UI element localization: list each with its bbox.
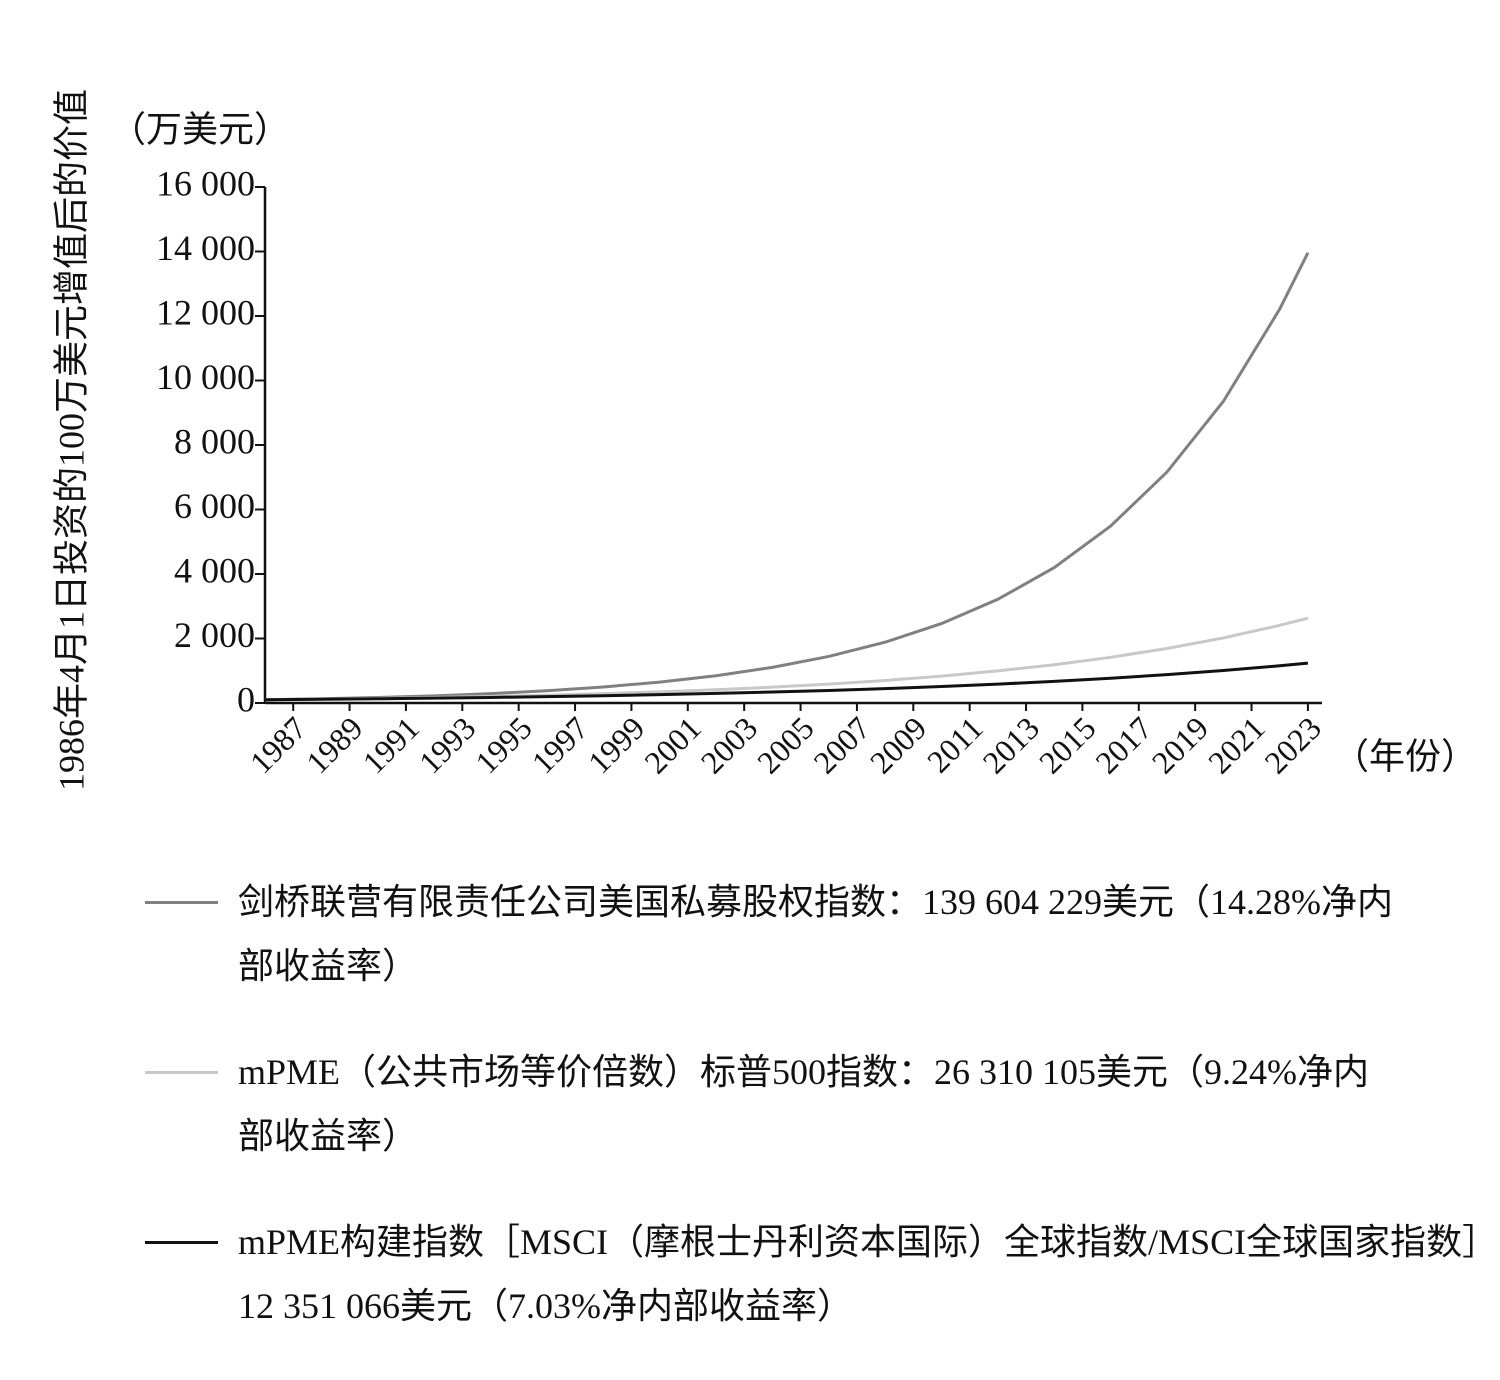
line — [264, 661, 1309, 702]
legend-entry: mPME（公共市场等价倍数）标普500指数：26 310 105美元（9.24%… — [145, 1040, 1488, 1168]
x-tick-label: 2011 — [920, 710, 990, 780]
x-tick-label: 1995 — [468, 710, 539, 781]
x-tick-label: 2009 — [863, 710, 934, 781]
y-tick-label: 12 000 — [156, 292, 255, 332]
legend-entry: mPME构建指数［MSCI（摩根士丹利资本国际）全球指数/MSCI全球国家指数］… — [145, 1210, 1488, 1338]
legend-swatch — [145, 901, 218, 904]
x-tick-label: 2007 — [806, 710, 877, 781]
y-axis-label: 1986年4月1日投资的100万美元增值后的价值 — [51, 89, 91, 791]
x-tick-label: 1993 — [412, 710, 483, 781]
x-tick-label: 2021 — [1201, 710, 1272, 781]
x-tick-label: 2005 — [750, 710, 821, 781]
x-tick-label: 2023 — [1257, 710, 1328, 781]
legend: 剑桥联营有限责任公司美国私募股权指数：139 604 229美元（14.28%净… — [145, 870, 1488, 1380]
x-tick-label: 1987 — [243, 710, 314, 781]
x-tick-label: 1997 — [524, 710, 595, 781]
y-axis-unit: （万美元） — [110, 109, 290, 149]
y-tick-label: 16 000 — [156, 163, 255, 203]
x-axis-unit: （年份） — [1333, 736, 1477, 776]
legend-swatch — [145, 1071, 218, 1074]
y-tick-label: 8 000 — [174, 421, 255, 461]
page: 1986年4月1日投资的100万美元增值后的价值 （万美元） （年份） 0 2 0… — [51, 88, 1481, 1326]
x-tick-label: 2001 — [637, 710, 708, 781]
line — [264, 616, 1309, 702]
legend-label: 剑桥联营有限责任公司美国私募股权指数：139 604 229美元（14.28%净… — [238, 882, 1393, 986]
legend-label: mPME（公共市场等价倍数）标普500指数：26 310 105美元（9.24%… — [238, 1052, 1370, 1156]
legend-entry: 剑桥联营有限责任公司美国私募股权指数：139 604 229美元（14.28%净… — [145, 870, 1488, 998]
legend-label: mPME构建指数［MSCI（摩根士丹利资本国际）全球指数/MSCI全球国家指数］… — [238, 1222, 1481, 1326]
x-tick-label: 2013 — [975, 710, 1046, 781]
line — [264, 252, 1310, 702]
x-tick-label: 2003 — [694, 710, 765, 781]
chart: 1986年4月1日投资的100万美元增值后的价值 （万美元） （年份） 0 2 0… — [51, 89, 1477, 791]
x-tick-label: 1991 — [355, 710, 426, 781]
x-tick-label: 1999 — [581, 710, 652, 781]
x-tick-label: 2015 — [1032, 710, 1103, 781]
y-tick-label: 4 000 — [174, 550, 255, 590]
x-tick-label: 2017 — [1088, 710, 1159, 781]
x-tick-label: 2019 — [1145, 710, 1216, 781]
legend-swatch — [145, 1241, 218, 1244]
y-tick-label: 10 000 — [156, 357, 255, 397]
x-tick-label: 1989 — [299, 710, 370, 781]
y-tick-label: 6 000 — [174, 486, 255, 526]
y-tick-label: 0 — [237, 679, 255, 719]
y-tick-label: 2 000 — [174, 615, 255, 655]
y-tick-label: 14 000 — [156, 228, 255, 268]
